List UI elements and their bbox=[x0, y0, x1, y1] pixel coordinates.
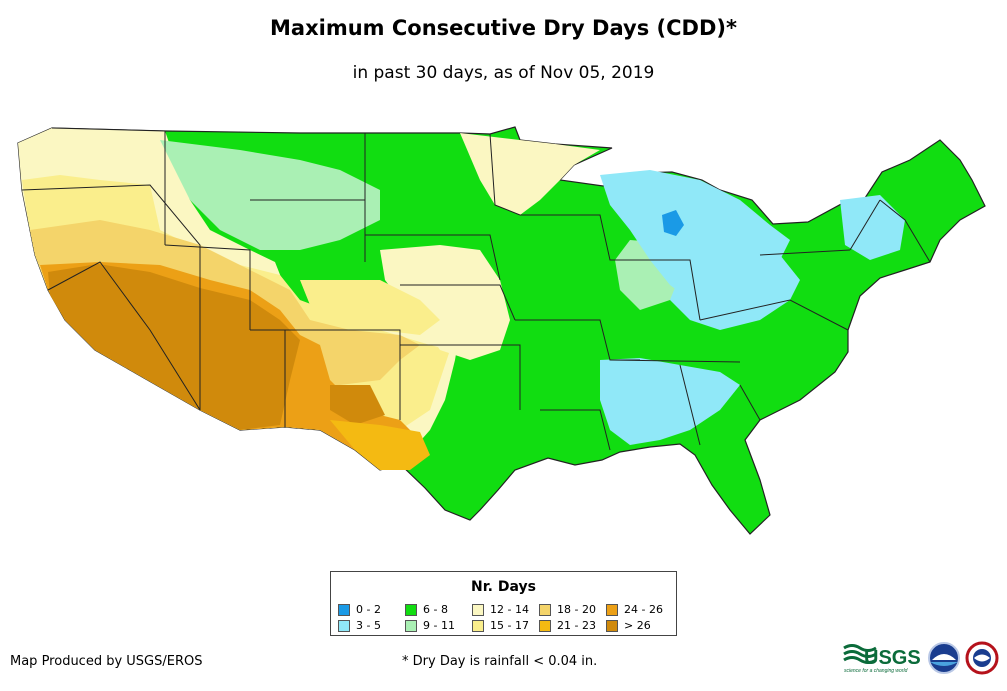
usgs-logo: USGS science for a changing world bbox=[843, 644, 921, 674]
legend-item: 0 - 2 bbox=[338, 602, 405, 617]
legend-item: 9 - 11 bbox=[405, 618, 472, 633]
legend-swatch bbox=[405, 619, 417, 632]
legend-label: 12 - 14 bbox=[490, 603, 529, 616]
map-title: Maximum Consecutive Dry Days (CDD)* bbox=[270, 16, 737, 40]
footnote-text: * Dry Day is rainfall < 0.04 in. bbox=[402, 654, 598, 669]
legend-swatch bbox=[405, 603, 417, 616]
credit-text: Map Produced by USGS/EROS bbox=[10, 654, 203, 669]
legend-swatch bbox=[338, 619, 350, 632]
legend-item: 21 - 23 bbox=[539, 618, 606, 633]
dakotas-zone-12-14 bbox=[460, 133, 600, 215]
michigan-zone-0-2 bbox=[662, 210, 684, 236]
legend-item: 15 - 17 bbox=[472, 618, 539, 633]
nws-logo bbox=[965, 641, 999, 675]
legend-swatch bbox=[472, 619, 484, 632]
legend-title: Nr. Days bbox=[471, 579, 536, 595]
legend-label: 0 - 2 bbox=[356, 603, 381, 616]
legend-item: 18 - 20 bbox=[539, 602, 606, 617]
legend-swatch bbox=[338, 603, 350, 616]
legend-item: > 26 bbox=[606, 618, 673, 633]
legend-label: 3 - 5 bbox=[356, 619, 381, 632]
svg-text:science for a changing world: science for a changing world bbox=[844, 668, 908, 674]
map-subtitle: in past 30 days, as of Nov 05, 2019 bbox=[352, 63, 655, 83]
legend-label: 24 - 26 bbox=[624, 603, 663, 616]
deep-south-zone-3-5 bbox=[600, 358, 740, 445]
legend-item: 6 - 8 bbox=[405, 602, 472, 617]
legend: Nr. Days 0 - 2 3 - 5 6 - 8 9 - 11 12 - 1… bbox=[330, 571, 677, 636]
texas-zone-21-23 bbox=[330, 420, 430, 470]
legend-swatch bbox=[539, 603, 551, 616]
northeast-zone-3-5 bbox=[840, 195, 905, 260]
state-borders bbox=[21, 127, 931, 451]
legend-label: 18 - 20 bbox=[557, 603, 596, 616]
plains-zone-15-17 bbox=[300, 280, 440, 335]
legend-item: 24 - 26 bbox=[606, 602, 673, 617]
ohio-zone-3-5 bbox=[670, 250, 800, 330]
plains-zone-9-11 bbox=[160, 140, 380, 250]
svg-text:USGS: USGS bbox=[864, 647, 921, 669]
legend-label: 6 - 8 bbox=[423, 603, 448, 616]
legend-swatch bbox=[539, 619, 551, 632]
legend-item: 12 - 14 bbox=[472, 602, 539, 617]
west-zone-over-26 bbox=[48, 264, 300, 430]
noaa-logo bbox=[928, 642, 960, 674]
legend-label: 9 - 11 bbox=[423, 619, 455, 632]
west-zone-over-26-sw bbox=[330, 385, 385, 425]
legend-label: 15 - 17 bbox=[490, 619, 529, 632]
legend-label: 21 - 23 bbox=[557, 619, 596, 632]
plains-zone-12-14 bbox=[380, 245, 510, 360]
legend-swatch bbox=[472, 603, 484, 616]
legend-swatch bbox=[606, 619, 618, 632]
legend-item: 3 - 5 bbox=[338, 618, 405, 633]
legend-label: > 26 bbox=[624, 619, 651, 632]
legend-items: 0 - 2 3 - 5 6 - 8 9 - 11 12 - 14 15 - 17… bbox=[338, 602, 673, 633]
legend-swatch bbox=[606, 603, 618, 616]
agency-logos: USGS science for a changing world bbox=[843, 641, 999, 675]
